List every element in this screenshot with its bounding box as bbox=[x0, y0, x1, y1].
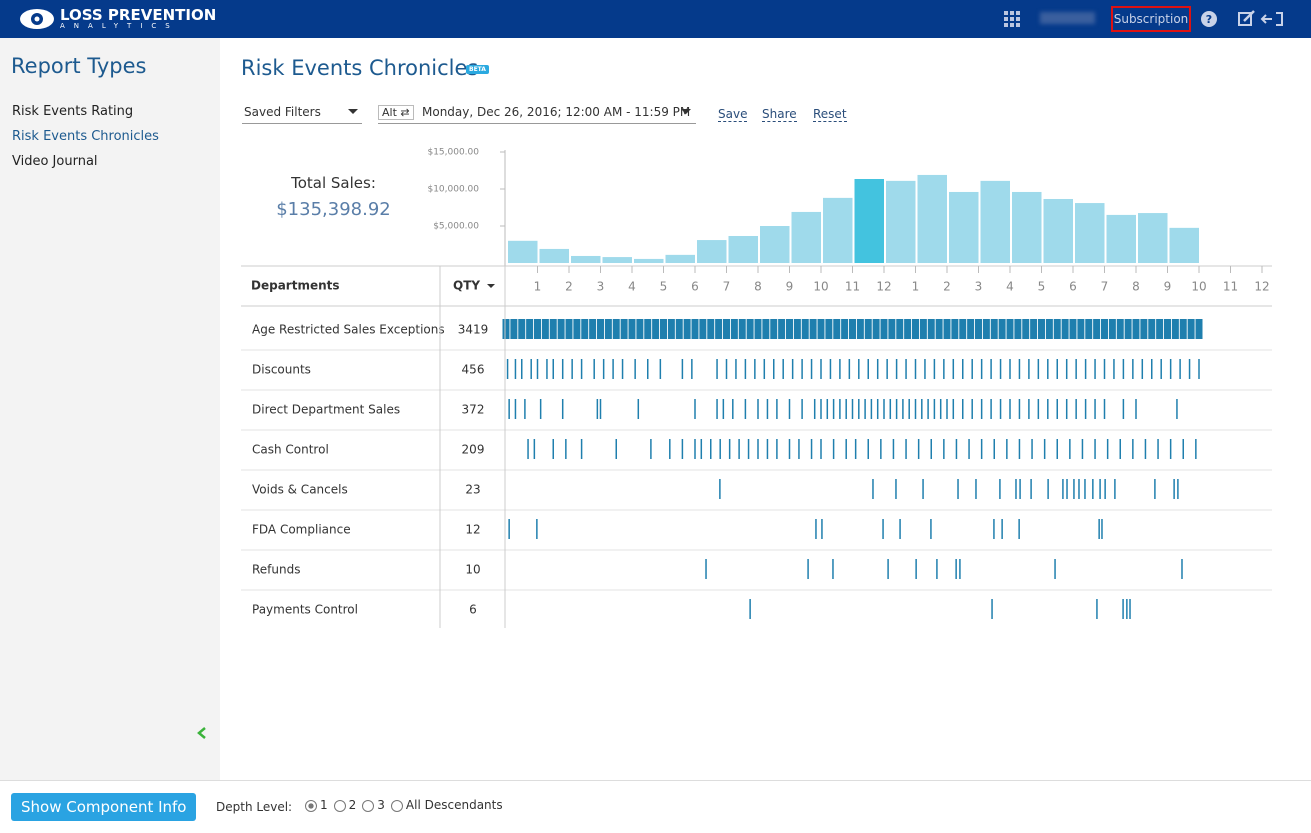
bar bbox=[918, 175, 948, 263]
depth-radio[interactable]: All Descendants bbox=[391, 798, 503, 812]
department-qty: 3419 bbox=[458, 323, 489, 337]
bar bbox=[855, 179, 885, 263]
x-tick-label: 6 bbox=[1069, 280, 1077, 294]
x-tick-label: 5 bbox=[660, 280, 668, 294]
bar bbox=[823, 198, 853, 263]
x-tick-label: 2 bbox=[565, 280, 573, 294]
department-qty: 12 bbox=[465, 523, 480, 537]
bar bbox=[571, 256, 601, 263]
bar bbox=[760, 226, 790, 263]
department-name: Age Restricted Sales Exceptions bbox=[252, 323, 445, 337]
x-tick-label: 7 bbox=[723, 280, 731, 294]
radio-label: 2 bbox=[349, 798, 357, 812]
department-name: Refunds bbox=[252, 563, 301, 577]
department-name: Voids & Cancels bbox=[252, 483, 348, 497]
bar bbox=[1075, 203, 1105, 263]
department-qty: 209 bbox=[462, 443, 485, 457]
x-tick-label: 5 bbox=[1038, 280, 1046, 294]
radio-label: 3 bbox=[377, 798, 385, 812]
radio-circle bbox=[391, 800, 403, 812]
bar bbox=[886, 181, 916, 263]
depth-options: 1 2 3 All Descendants bbox=[305, 798, 509, 812]
bar bbox=[981, 181, 1011, 263]
collapse-button[interactable] bbox=[196, 726, 208, 740]
x-tick-label: 1 bbox=[912, 280, 920, 294]
bar bbox=[949, 192, 979, 263]
department-name: Payments Control bbox=[252, 603, 358, 617]
department-name: Discounts bbox=[252, 363, 311, 377]
bar bbox=[540, 249, 570, 263]
y-tick-label: $15,000.00 bbox=[427, 148, 479, 158]
department-qty: 6 bbox=[469, 603, 477, 617]
x-tick-label: 10 bbox=[1191, 280, 1206, 294]
x-tick-label: 9 bbox=[786, 280, 794, 294]
radio-label: 1 bbox=[320, 798, 328, 812]
department-qty: 456 bbox=[462, 363, 485, 377]
x-tick-label: 11 bbox=[845, 280, 860, 294]
department-qty: 372 bbox=[462, 403, 485, 417]
x-tick-label: 1 bbox=[534, 280, 542, 294]
bar bbox=[1107, 215, 1137, 263]
x-tick-label: 3 bbox=[597, 280, 605, 294]
radio-label: All Descendants bbox=[406, 798, 503, 812]
radio-circle bbox=[362, 800, 374, 812]
radio-circle bbox=[305, 800, 317, 812]
bar bbox=[792, 212, 822, 263]
x-tick-label: 4 bbox=[1006, 280, 1014, 294]
x-tick-label: 8 bbox=[754, 280, 762, 294]
sort-caret bbox=[487, 284, 495, 288]
bar bbox=[697, 240, 727, 263]
bar bbox=[1138, 213, 1168, 263]
bar bbox=[1170, 228, 1200, 263]
department-name: Cash Control bbox=[252, 443, 329, 457]
department-name: Direct Department Sales bbox=[252, 403, 400, 417]
bar bbox=[508, 241, 538, 263]
x-tick-label: 10 bbox=[813, 280, 828, 294]
radio-circle bbox=[334, 800, 346, 812]
depth-radio[interactable]: 1 bbox=[305, 798, 328, 812]
x-tick-label: 8 bbox=[1132, 280, 1140, 294]
depth-radio[interactable]: 2 bbox=[334, 798, 357, 812]
depth-radio[interactable]: 3 bbox=[362, 798, 385, 812]
y-tick-label: $5,000.00 bbox=[433, 222, 479, 232]
x-tick-label: 12 bbox=[876, 280, 891, 294]
bar bbox=[603, 257, 633, 263]
x-tick-label: 3 bbox=[975, 280, 983, 294]
column-header[interactable]: QTY bbox=[453, 279, 480, 293]
x-tick-label: 11 bbox=[1223, 280, 1238, 294]
show-component-info-button[interactable]: Show Component Info bbox=[11, 793, 196, 821]
bar bbox=[1044, 199, 1074, 263]
chart: $5,000.00 $10,000.00 $15,000.00 Departments… bbox=[0, 0, 1311, 660]
bar bbox=[1012, 192, 1042, 263]
footer: Show Component Info Depth Level: 1 2 3 All … bbox=[0, 780, 1311, 833]
x-tick-label: 4 bbox=[628, 280, 636, 294]
x-tick-label: 12 bbox=[1254, 280, 1269, 294]
x-tick-label: 2 bbox=[943, 280, 951, 294]
department-name: FDA Compliance bbox=[252, 523, 351, 537]
bar bbox=[729, 236, 759, 263]
y-tick-label: $10,000.00 bbox=[427, 185, 479, 195]
department-qty: 10 bbox=[465, 563, 480, 577]
x-tick-label: 9 bbox=[1164, 280, 1172, 294]
x-tick-label: 7 bbox=[1101, 280, 1109, 294]
bar bbox=[666, 255, 696, 263]
bar bbox=[634, 259, 664, 263]
department-qty: 23 bbox=[465, 483, 480, 497]
depth-label: Depth Level: bbox=[216, 800, 292, 814]
x-tick-label: 6 bbox=[691, 280, 699, 294]
column-header: Departments bbox=[251, 279, 340, 293]
